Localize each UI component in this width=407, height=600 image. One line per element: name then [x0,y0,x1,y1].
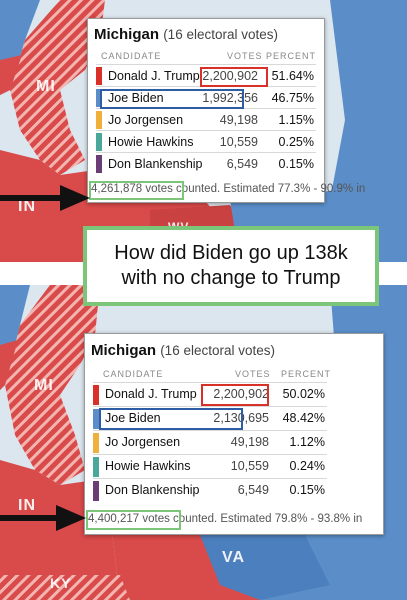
map-label-in: IN [18,198,36,215]
electoral-votes: (16 electoral votes) [160,343,275,358]
counted-text: counted. Estimated 77.3% - 90.9% in [176,183,366,195]
candidate-row-hawkins: Howie Hawkins 10,559 0.24% [93,454,327,479]
map-label-ky: KY [50,575,72,591]
box-title: Michigan (16 electoral votes) [94,26,278,43]
total-votes: 4,400,217 votes [88,513,170,525]
candidate-percent: 1.12% [289,435,325,449]
votes-counted-line: 4,261,878 votes counted. Estimated 77.3%… [91,183,365,195]
party-swatch [93,457,99,477]
header-candidate: CANDIDATE [101,51,162,61]
candidate-percent: 51.64% [271,69,314,83]
highlight-biden-row [100,89,244,109]
candidate-votes: 49,198 [219,113,258,127]
candidate-row-jorgensen: Jo Jorgensen 49,198 1.15% [96,108,316,131]
candidate-name: Howie Hawkins [108,135,194,149]
state-name: Michigan [94,26,160,43]
candidate-row-trump: Donald J. Trump 2,200,902 51.64% [96,64,316,87]
candidate-percent: 1.15% [278,113,314,127]
candidate-votes: 10,559 [230,459,269,473]
results-box: Michigan (16 electoral votes) CANDIDATE … [84,333,384,535]
candidate-votes: 10,559 [219,135,258,149]
party-swatch [93,481,99,501]
header-candidate: CANDIDATE [103,369,164,379]
candidate-name: Jo Jorgensen [105,435,181,449]
candidate-votes: 49,198 [230,435,269,449]
party-swatch [96,67,102,85]
candidate-percent: 0.24% [289,459,325,473]
highlight-biden-row [99,408,243,430]
candidate-name: Don Blankenship [108,157,203,171]
header-percent: PERCENT [266,51,317,61]
candidate-name: Joe Biden [108,91,164,105]
party-swatch [96,155,102,173]
highlight-trump-votes [200,67,268,87]
highlight-trump-votes [201,384,269,406]
arrow-right-icon [0,505,86,531]
party-swatch [96,111,102,129]
candidate-name: Howie Hawkins [105,459,191,473]
highlight-total-votes [86,510,181,530]
candidate-percent: 0.25% [278,135,314,149]
map-label-in: IN [18,497,36,514]
candidate-votes: 6,549 [226,157,258,171]
candidate-row-blankenship: Don Blankenship 6,549 0.15% [96,152,316,175]
callout-line-1: How did Biden go up 138k [114,242,348,264]
candidate-row-blankenship: Don Blankenship 6,549 0.15% [93,478,327,503]
candidate-percent: 46.75% [271,91,314,105]
box-title: Michigan (16 electoral votes) [91,342,275,359]
callout-box: How did Biden go up 138k with no change … [83,226,379,306]
candidate-name: Donald J. Trump [105,387,197,401]
candidate-name: Jo Jorgensen [108,113,184,127]
candidate-percent: 50.02% [282,387,325,401]
arrow-right-icon [0,185,90,211]
candidate-votes: 1,992,356 [202,91,258,105]
party-swatch [93,433,99,453]
candidate-percent: 0.15% [289,483,325,497]
candidate-row-hawkins: Howie Hawkins 10,559 0.25% [96,130,316,153]
map-label-va: VA [222,549,246,566]
callout-line-2: with no change to Trump [121,267,341,289]
header-votes: VOTES [235,369,271,379]
party-swatch [96,89,102,107]
candidate-name: Donald J. Trump [108,69,200,83]
map-label-mi: MI [36,78,56,95]
candidate-votes: 2,200,902 [213,387,269,401]
party-swatch [96,133,102,151]
header-votes: VOTES [227,51,263,61]
candidate-percent: 0.15% [278,157,314,171]
snapshot-top: MI IN WV Michigan (16 electoral votes) C… [0,0,407,262]
total-votes: 4,261,878 votes [91,183,173,195]
candidate-name: Joe Biden [105,411,161,425]
party-swatch [93,409,99,429]
map-label-mi: MI [34,377,54,394]
highlight-total-votes [89,181,184,200]
counted-text: counted. Estimated 79.8% - 93.8% in [173,513,363,525]
electoral-votes: (16 electoral votes) [163,27,278,42]
candidate-votes: 2,200,902 [202,69,258,83]
party-swatch [93,385,99,405]
candidate-votes: 6,549 [237,483,269,497]
state-name: Michigan [91,342,157,359]
candidate-row-jorgensen: Jo Jorgensen 49,198 1.12% [93,430,327,455]
header-percent: PERCENT [281,369,332,379]
snapshot-bottom: MI IN VA KY Michigan (16 electoral votes… [0,285,407,600]
candidate-name: Don Blankenship [105,483,200,497]
candidate-percent: 48.42% [282,411,325,425]
votes-counted-line: 4,400,217 votes counted. Estimated 79.8%… [88,513,362,525]
candidate-row-trump: Donald J. Trump 2,200,902 50.02% [93,382,327,407]
results-box: Michigan (16 electoral votes) CANDIDATE … [87,18,365,203]
